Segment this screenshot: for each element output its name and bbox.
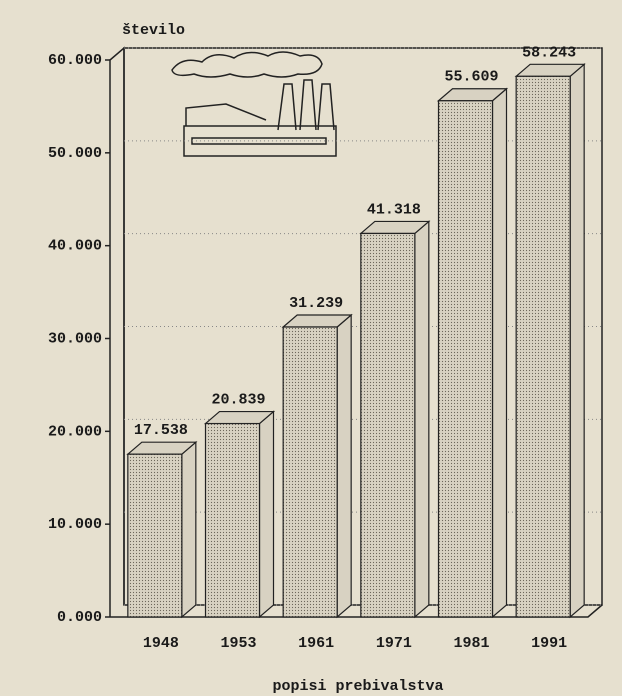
x-tick-label: 1981 bbox=[453, 635, 489, 652]
y-tick-label: 50.000 bbox=[48, 145, 102, 162]
value-label: 41.318 bbox=[367, 201, 421, 218]
bar bbox=[516, 76, 570, 617]
x-tick-label: 1971 bbox=[376, 635, 412, 652]
bar bbox=[128, 454, 182, 617]
value-label: 55.609 bbox=[444, 69, 498, 86]
value-label: 31.239 bbox=[289, 295, 343, 312]
y-tick-label: 10.000 bbox=[48, 516, 102, 533]
x-tick-label: 1961 bbox=[298, 635, 334, 652]
y-tick-label: 40.000 bbox=[48, 238, 102, 255]
y-axis-title: število bbox=[122, 22, 185, 39]
y-tick-label: 20.000 bbox=[48, 423, 102, 440]
bar-side bbox=[337, 315, 351, 617]
x-axis-title: popisi prebivalstva bbox=[272, 678, 443, 695]
bar bbox=[361, 233, 415, 617]
x-tick-label: 1991 bbox=[531, 635, 567, 652]
chart: število popisi prebivalstva 0.000 10.000 2… bbox=[0, 0, 622, 696]
y-tick-label: 30.000 bbox=[48, 330, 102, 347]
y-tick-label: 0.000 bbox=[57, 609, 102, 626]
value-label: 17.538 bbox=[134, 422, 188, 439]
bar-side bbox=[260, 412, 274, 617]
x-tick-label: 1953 bbox=[220, 635, 256, 652]
bar bbox=[283, 327, 337, 617]
bar bbox=[439, 101, 493, 617]
bar-side bbox=[570, 64, 584, 617]
x-tick-label: 1948 bbox=[143, 635, 179, 652]
bar-side bbox=[415, 221, 429, 617]
bar-side bbox=[493, 89, 507, 617]
value-label: 58.243 bbox=[522, 44, 576, 61]
bar-side bbox=[182, 442, 196, 617]
value-label: 20.839 bbox=[211, 392, 265, 409]
bar bbox=[206, 424, 260, 617]
y-tick-label: 60.000 bbox=[48, 52, 102, 69]
